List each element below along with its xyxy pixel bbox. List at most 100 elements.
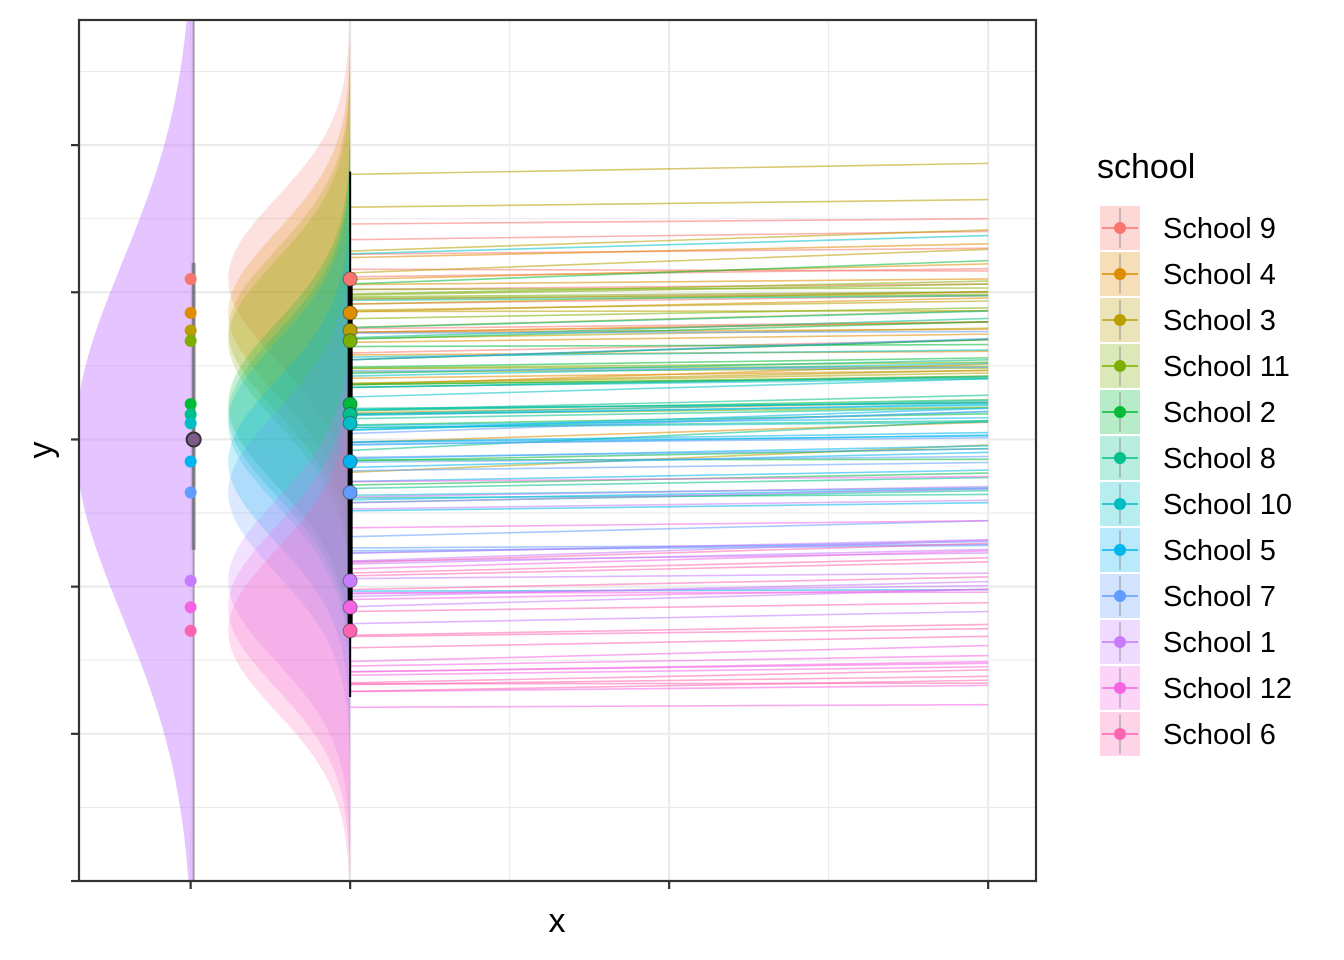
school-point bbox=[342, 573, 358, 589]
school-line bbox=[350, 377, 989, 398]
legend-item: School 5 bbox=[1100, 528, 1276, 572]
school-line bbox=[350, 703, 989, 709]
school-line bbox=[350, 283, 989, 296]
school-line bbox=[350, 557, 989, 574]
school-line bbox=[350, 278, 989, 286]
school-point bbox=[342, 271, 358, 287]
school-line bbox=[350, 610, 989, 625]
overall-school-point bbox=[184, 273, 197, 286]
school-line bbox=[350, 293, 989, 300]
legend-key-point bbox=[1114, 268, 1126, 280]
school-line bbox=[350, 234, 989, 255]
school-line bbox=[350, 461, 989, 472]
overall-school-point bbox=[184, 398, 197, 411]
legend-item: School 7 bbox=[1100, 574, 1276, 618]
school-line bbox=[350, 654, 989, 667]
school-line bbox=[350, 403, 989, 417]
school-point bbox=[342, 415, 358, 431]
legend-label: School 4 bbox=[1163, 259, 1276, 291]
school-line bbox=[350, 572, 989, 580]
overall-school-point bbox=[184, 324, 197, 337]
school-line bbox=[350, 337, 989, 361]
legend-label: School 5 bbox=[1163, 535, 1276, 567]
school-line bbox=[350, 431, 989, 443]
school-density bbox=[228, 45, 351, 581]
school-density bbox=[228, 313, 351, 848]
overall-school-point bbox=[184, 601, 197, 614]
legend-key-point bbox=[1114, 544, 1126, 556]
school-density bbox=[228, 63, 351, 598]
legend-label: School 9 bbox=[1163, 213, 1276, 245]
school-line bbox=[350, 407, 989, 431]
legend-item: School 3 bbox=[1100, 298, 1276, 342]
school-line bbox=[350, 248, 989, 274]
school-line bbox=[350, 684, 989, 693]
x-axis-title: x bbox=[549, 902, 566, 940]
school-line bbox=[350, 542, 989, 564]
school-line bbox=[350, 519, 989, 529]
school-line bbox=[350, 294, 989, 302]
school-line bbox=[350, 538, 989, 555]
legend-key-point bbox=[1114, 314, 1126, 326]
school-line bbox=[350, 401, 989, 411]
school-line bbox=[350, 330, 989, 334]
school-line bbox=[350, 280, 989, 295]
school-point bbox=[342, 599, 358, 615]
overall-school-point bbox=[184, 624, 197, 637]
school-density bbox=[228, 340, 351, 875]
school-line bbox=[350, 309, 989, 313]
school-line bbox=[350, 357, 989, 368]
school-line bbox=[350, 259, 989, 285]
school-line bbox=[350, 300, 989, 312]
school-line bbox=[350, 644, 989, 663]
school-line bbox=[350, 635, 989, 649]
overall-school-point bbox=[184, 455, 197, 468]
legend-label: School 12 bbox=[1163, 673, 1292, 705]
school-line bbox=[350, 310, 989, 329]
legend-label: School 2 bbox=[1163, 397, 1276, 429]
school-line bbox=[350, 679, 989, 693]
school-line bbox=[350, 361, 989, 370]
overall-school-point bbox=[184, 334, 197, 347]
school-line bbox=[350, 591, 989, 594]
school-line bbox=[350, 485, 989, 498]
school-line bbox=[350, 627, 989, 638]
legend-item: School 4 bbox=[1100, 252, 1276, 296]
school-density bbox=[228, 137, 351, 672]
legend-key-point bbox=[1114, 360, 1126, 372]
legend: School 9 School 4 School 3 School 11 School … bbox=[1100, 206, 1292, 756]
legend-label: School 7 bbox=[1163, 581, 1276, 613]
legend-key-point bbox=[1114, 728, 1126, 740]
school-density bbox=[228, 147, 351, 682]
school-line bbox=[350, 369, 989, 385]
school-line bbox=[350, 419, 989, 452]
school-line bbox=[350, 333, 989, 344]
legend-item: School 2 bbox=[1100, 390, 1276, 434]
overall-mean-point bbox=[185, 431, 202, 448]
school-line bbox=[350, 469, 989, 483]
legend-item: School 11 bbox=[1100, 344, 1290, 388]
legend-label: School 3 bbox=[1163, 305, 1276, 337]
overall-school-point bbox=[184, 408, 197, 421]
school-line bbox=[350, 365, 989, 370]
school-point bbox=[342, 333, 358, 349]
school-line bbox=[350, 662, 989, 673]
school-line bbox=[350, 601, 989, 613]
overall-school-point bbox=[184, 574, 197, 587]
school-line bbox=[350, 359, 989, 375]
legend-key-point bbox=[1114, 406, 1126, 418]
school-density bbox=[228, 194, 351, 729]
school-line bbox=[350, 343, 989, 348]
school-line bbox=[350, 407, 989, 420]
legend-key-point bbox=[1114, 590, 1126, 602]
school-density bbox=[228, 225, 351, 760]
panel-border bbox=[77, 18, 1038, 883]
plot-area bbox=[71, 18, 1038, 889]
school-line bbox=[350, 291, 989, 298]
school-line bbox=[350, 476, 989, 490]
legend-item: School 6 bbox=[1100, 712, 1276, 756]
overall-density bbox=[79, 20, 194, 881]
school-point bbox=[342, 454, 358, 470]
legend-label: School 1 bbox=[1163, 627, 1276, 659]
school-line bbox=[350, 229, 989, 252]
